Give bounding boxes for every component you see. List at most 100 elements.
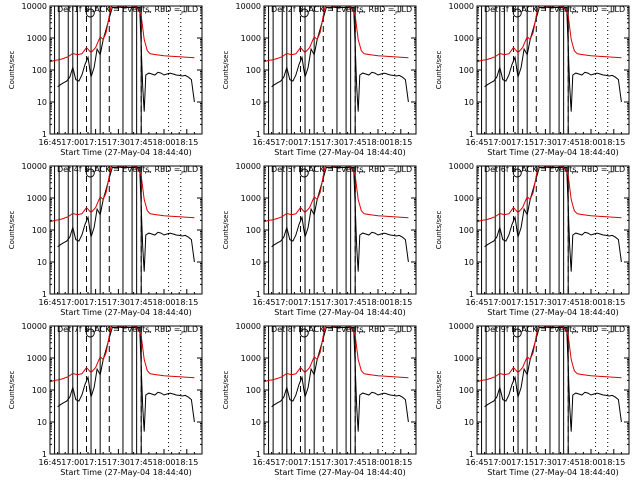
panel-4-circle-marker-icon (85, 168, 95, 178)
panel-1-x-tick-label: 18:15 (175, 138, 198, 147)
panel-4-x-tick-label: 16:45 (38, 298, 61, 307)
panel-6-y-axis-label: Counts/sec (435, 211, 443, 250)
panel-3-y-tick-label: 10000 (449, 2, 474, 11)
panel-9-y-axis-label: Counts/sec (435, 371, 443, 410)
panel-9-bracket-marker-icon-2: ⌐ (608, 328, 615, 337)
panel-8-x-tick-label: 17:00 (275, 458, 298, 467)
panel-5-y-tick-label: 1 (256, 290, 261, 299)
panel-5-events-series-line (271, 167, 409, 272)
panel-7-lld-series-line (50, 326, 195, 383)
panel-1-x-tick-label: 17:45 (130, 138, 153, 147)
panel-4-x-axis-label: Start Time (27-May-04 18:44:40) (60, 308, 191, 317)
panel-4-y-axis-label: Counts/sec (8, 211, 16, 250)
panel-1-bracket-marker-icon-2: ⌐ (181, 8, 188, 17)
panel-1-y-tick-label: 1000 (27, 34, 47, 43)
panel-1-events-series-line (57, 7, 195, 112)
panel-2-y-tick-label: 100 (246, 66, 261, 75)
panel-6-events-series-line (484, 167, 622, 272)
panel-2-x-axis-label: Start Time (27-May-04 18:44:40) (274, 148, 405, 157)
panel-1-x-axis-label: Start Time (27-May-04 18:44:40) (60, 148, 191, 157)
panel-8-y-tick-label: 10 (251, 418, 261, 427)
panel-3-x-tick-label: 17:30 (534, 138, 557, 147)
panel-2-y-axis-label: Counts/sec (222, 51, 230, 90)
panel-9-lld-series-line (477, 326, 622, 383)
panel-8-x-tick-label: 17:15 (298, 458, 321, 467)
panel-7-events-series-line (57, 327, 195, 432)
panel-4-x-tick-label: 18:15 (175, 298, 198, 307)
panel-2-bracket-marker-icon: ⌐ (358, 8, 365, 17)
panel-5-x-tick-label: 17:45 (344, 298, 367, 307)
panel-2-lld-series-line (264, 6, 409, 63)
panel-2-x-tick-label: 16:45 (252, 138, 275, 147)
panel-6-x-axis-label: Start Time (27-May-04 18:44:40) (487, 308, 618, 317)
panel-4-y-tick-label: 1000 (27, 194, 47, 203)
panel-3-x-tick-label: 17:45 (557, 138, 580, 147)
panel-6-x-tick-label: 18:15 (602, 298, 625, 307)
panel-4-x-tick-label: 17:15 (84, 298, 107, 307)
panel-9-y-tick-label: 100 (459, 386, 474, 395)
panel-4-bracket-marker-icon: ⌐ (144, 168, 151, 177)
panel-3-x-tick-label: 16:45 (465, 138, 488, 147)
panel-6-bracket-marker-icon: ⌐ (571, 168, 578, 177)
panel-2-chart-title: Det 2f BLACK = Events, RED = LLD (271, 5, 412, 14)
panel-7-x-tick-label: 17:30 (107, 458, 130, 467)
panel-7-circle-marker-icon (85, 328, 95, 338)
panel-5-y-tick-label: 10 (251, 258, 261, 267)
panel-7-y-tick-label: 10 (37, 418, 47, 427)
panel-7-y-tick-label: 100 (32, 386, 47, 395)
panel-7-x-tick-label: 17:45 (130, 458, 153, 467)
panel-4-chart-title: Det 4f BLACK = Events, RED = LLD (57, 165, 198, 174)
panel-2-y-tick-label: 10 (251, 98, 261, 107)
panel-6-x-tick-label: 16:45 (465, 298, 488, 307)
panel-8-x-axis-label: Start Time (27-May-04 18:44:40) (274, 468, 405, 477)
panel-4-x-tick-label: 18:00 (152, 298, 175, 307)
panel-8-x-tick-label: 17:45 (344, 458, 367, 467)
panel-3-x-tick-label: 17:00 (488, 138, 511, 147)
panel-8-x-tick-label: 17:30 (321, 458, 344, 467)
panel-4-y-tick-label: 10 (37, 258, 47, 267)
panel-6-chart-title: Det 6f BLACK = Events, RED = LLD (484, 165, 625, 174)
panel-9-x-tick-label: 17:30 (534, 458, 557, 467)
panel-6-x-tick-label: 17:00 (488, 298, 511, 307)
panel-1-lld-series-line (50, 6, 195, 63)
panel-3-chart-title: Det 3f BLACK = Events, RED = LLD (484, 5, 625, 14)
panel-2-x-tick-label: 18:00 (366, 138, 389, 147)
panel-2-x-tick-label: 17:00 (275, 138, 298, 147)
panel-3-x-tick-label: 18:15 (602, 138, 625, 147)
panel-8-y-tick-label: 1 (256, 450, 261, 459)
panel-3-circle-marker-icon (512, 8, 522, 18)
panel-3-y-axis-label: Counts/sec (435, 51, 443, 90)
panel-3-y-tick-label: 1 (469, 130, 474, 139)
panel-5-y-tick-label: 100 (246, 226, 261, 235)
panel-9-y-tick-label: 10 (464, 418, 474, 427)
panel-3-events-series-line (484, 7, 622, 112)
panel-9-y-tick-label: 1000 (454, 354, 474, 363)
panel-5-x-tick-label: 17:30 (321, 298, 344, 307)
panel-2-bracket-marker-icon-2: ⌐ (395, 8, 402, 17)
panel-5-x-axis-label: Start Time (27-May-04 18:44:40) (274, 308, 405, 317)
panel-1-x-tick-label: 16:45 (38, 138, 61, 147)
panel-8-y-tick-label: 1000 (241, 354, 261, 363)
panel-5-y-tick-label: 1000 (241, 194, 261, 203)
panel-9-x-tick-label: 16:45 (465, 458, 488, 467)
panel-9-chart-title: Det 9f BLACK = Events, RED = LLD (484, 325, 625, 334)
panel-6-y-tick-label: 10 (464, 258, 474, 267)
panel-5-x-tick-label: 17:00 (275, 298, 298, 307)
panel-2-x-tick-label: 17:30 (321, 138, 344, 147)
panel-2-x-tick-label: 17:45 (344, 138, 367, 147)
panel-5-x-tick-label: 18:00 (366, 298, 389, 307)
panel-9-x-tick-label: 17:45 (557, 458, 580, 467)
panel-9-x-tick-label: 17:00 (488, 458, 511, 467)
panel-6-x-tick-label: 17:30 (534, 298, 557, 307)
panel-6-y-tick-label: 10000 (449, 162, 474, 171)
panel-1-y-tick-label: 10000 (22, 2, 47, 11)
panel-6-x-tick-label: 17:45 (557, 298, 580, 307)
panel-7-bracket-marker-icon-2: ⌐ (181, 328, 188, 337)
panel-4-x-tick-label: 17:30 (107, 298, 130, 307)
panel-9-y-tick-label: 10000 (449, 322, 474, 331)
panel-7-y-tick-label: 1000 (27, 354, 47, 363)
panel-9-circle-marker-icon (512, 328, 522, 338)
panel-8-bracket-marker-icon-2: ⌐ (395, 328, 402, 337)
panel-7-x-tick-label: 18:15 (175, 458, 198, 467)
